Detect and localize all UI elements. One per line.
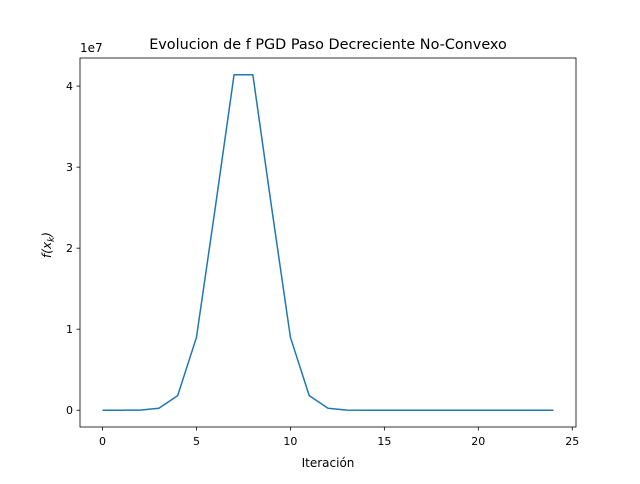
y-tick-label: 1 <box>66 323 73 336</box>
y-axis-label: f(xk) <box>40 232 57 258</box>
chart-title: Evolucion de f PGD Paso Decreciente No-C… <box>149 37 507 53</box>
x-tick-label: 10 <box>283 435 297 448</box>
y-axis-ticks: 0 1 2 3 4 <box>66 80 80 417</box>
y-tick-label: 4 <box>66 80 73 93</box>
x-tick-label: 15 <box>377 435 391 448</box>
x-tick-label: 0 <box>99 435 106 448</box>
plot-area <box>102 74 554 411</box>
x-tick-label: 20 <box>471 435 485 448</box>
y-axis-label-sub: k <box>47 236 57 242</box>
x-tick-label: 5 <box>193 435 200 448</box>
y-axis-label-main: f(x <box>40 241 54 258</box>
y-offset-label: 1e7 <box>80 41 103 55</box>
axes-frame <box>79 57 577 428</box>
y-tick-label: 3 <box>66 161 73 174</box>
x-tick-label: 25 <box>565 435 579 448</box>
y-tick-label: 0 <box>66 404 73 417</box>
y-axis-label-close: ) <box>40 232 54 238</box>
x-axis-ticks: 0 5 10 15 20 25 <box>99 427 579 448</box>
y-tick-label: 2 <box>66 242 73 255</box>
x-axis-label: Iteración <box>302 456 355 470</box>
series-line-0 <box>102 74 554 411</box>
